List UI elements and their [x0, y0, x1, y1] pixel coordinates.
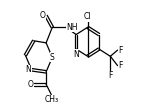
Text: F: F	[118, 46, 123, 55]
Text: Cl: Cl	[84, 12, 91, 21]
Text: F: F	[108, 71, 113, 80]
Text: CH₃: CH₃	[44, 95, 58, 104]
Text: O: O	[27, 80, 33, 89]
Text: N: N	[25, 65, 31, 74]
Text: N: N	[73, 50, 79, 59]
Text: O: O	[40, 11, 46, 20]
Text: F: F	[118, 61, 123, 70]
Text: NH: NH	[66, 23, 78, 32]
Text: S: S	[50, 53, 55, 62]
